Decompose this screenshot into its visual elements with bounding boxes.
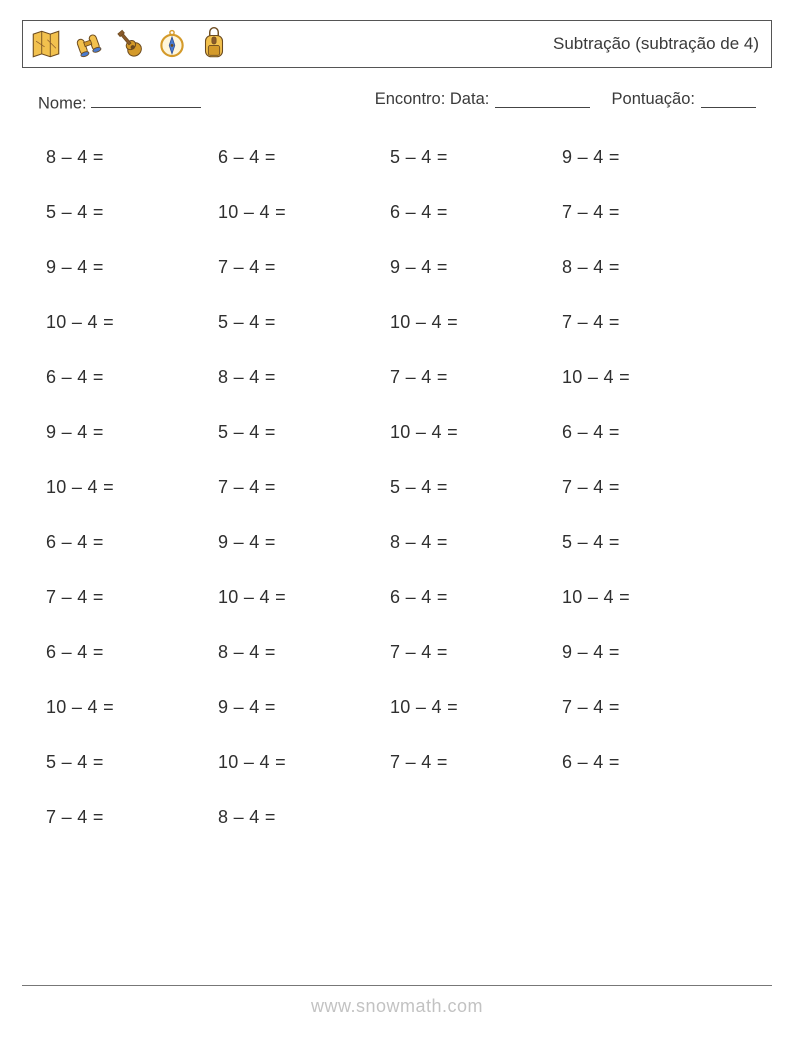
problem-cell: 6 – 4 = [46, 532, 218, 553]
problem-cell: 7 – 4 = [562, 202, 734, 223]
compass-icon [155, 27, 189, 61]
problem-cell: 6 – 4 = [218, 147, 390, 168]
problem-cell: 7 – 4 = [218, 257, 390, 278]
problem-cell: 10 – 4 = [562, 587, 734, 608]
problem-cell: 5 – 4 = [218, 422, 390, 443]
problem-cell: 10 – 4 = [218, 752, 390, 773]
problem-cell: 9 – 4 = [562, 147, 734, 168]
problem-cell: 9 – 4 = [46, 422, 218, 443]
binoculars-icon [71, 27, 105, 61]
problem-cell: 9 – 4 = [218, 697, 390, 718]
name-label: Nome: [38, 94, 87, 112]
problem-cell: 10 – 4 = [46, 312, 218, 333]
problem-cell: 9 – 4 = [562, 642, 734, 663]
problem-cell: 7 – 4 = [390, 752, 562, 773]
guitar-icon [113, 27, 147, 61]
problem-cell: 10 – 4 = [390, 312, 562, 333]
score-blank[interactable] [701, 90, 756, 108]
problem-cell: 7 – 4 = [46, 807, 218, 828]
date-label: Encontro: Data: [375, 90, 490, 113]
problem-cell: 6 – 4 = [46, 642, 218, 663]
problem-cell: 8 – 4 = [46, 147, 218, 168]
problem-cell [562, 807, 734, 828]
problem-cell: 7 – 4 = [390, 367, 562, 388]
problem-cell: 7 – 4 = [390, 642, 562, 663]
problem-cell: 8 – 4 = [218, 367, 390, 388]
problem-cell: 6 – 4 = [46, 367, 218, 388]
problem-cell: 5 – 4 = [46, 752, 218, 773]
problem-cell: 10 – 4 = [218, 587, 390, 608]
problem-cell: 9 – 4 = [46, 257, 218, 278]
problem-cell: 9 – 4 = [218, 532, 390, 553]
problem-cell: 6 – 4 = [562, 752, 734, 773]
header-box: Subtração (subtração de 4) [22, 20, 772, 68]
problem-cell: 7 – 4 = [562, 312, 734, 333]
problems-grid: 8 – 4 =6 – 4 =5 – 4 =9 – 4 =5 – 4 =10 – … [46, 147, 772, 828]
problem-cell: 8 – 4 = [218, 807, 390, 828]
problem-cell: 7 – 4 = [218, 477, 390, 498]
problem-cell: 10 – 4 = [46, 697, 218, 718]
problem-cell: 6 – 4 = [390, 202, 562, 223]
problem-cell: 6 – 4 = [562, 422, 734, 443]
problem-cell: 8 – 4 = [218, 642, 390, 663]
problem-cell: 8 – 4 = [390, 532, 562, 553]
problem-cell: 10 – 4 = [390, 697, 562, 718]
problem-cell: 5 – 4 = [218, 312, 390, 333]
name-blank[interactable] [91, 90, 201, 108]
problem-cell: 5 – 4 = [562, 532, 734, 553]
problem-cell: 5 – 4 = [46, 202, 218, 223]
problem-cell: 9 – 4 = [390, 257, 562, 278]
problem-cell: 5 – 4 = [390, 477, 562, 498]
problem-cell: 7 – 4 = [562, 477, 734, 498]
problem-cell: 7 – 4 = [562, 697, 734, 718]
map-icon [29, 27, 63, 61]
problem-cell: 7 – 4 = [46, 587, 218, 608]
problem-cell: 5 – 4 = [390, 147, 562, 168]
problem-cell [390, 807, 562, 828]
worksheet-title: Subtração (subtração de 4) [553, 34, 759, 54]
problem-cell: 10 – 4 = [46, 477, 218, 498]
footer-watermark: www.snowmath.com [311, 996, 483, 1016]
problem-cell: 6 – 4 = [390, 587, 562, 608]
header-icons [29, 27, 231, 61]
footer: www.snowmath.com [22, 985, 772, 1017]
info-row: Nome: Encontro: Data: Pontuação: [38, 90, 756, 113]
problem-cell: 8 – 4 = [562, 257, 734, 278]
date-blank[interactable] [495, 90, 590, 108]
problem-cell: 10 – 4 = [390, 422, 562, 443]
problem-cell: 10 – 4 = [562, 367, 734, 388]
problem-cell: 10 – 4 = [218, 202, 390, 223]
backpack-icon [197, 27, 231, 61]
score-label: Pontuação: [612, 90, 695, 113]
